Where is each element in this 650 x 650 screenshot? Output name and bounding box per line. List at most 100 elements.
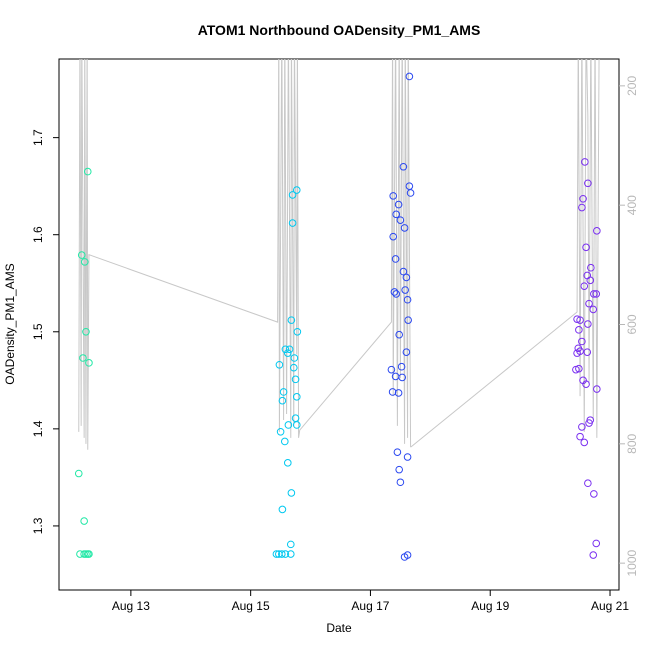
data-point <box>396 478 405 487</box>
data-point <box>395 330 403 339</box>
data-point <box>389 232 398 241</box>
data-point <box>287 316 296 324</box>
data-point <box>272 550 281 558</box>
data-point <box>593 227 601 235</box>
data-point <box>76 550 84 558</box>
data-point <box>584 479 592 488</box>
data-point <box>290 354 299 362</box>
y-tick-label: 1.4 <box>31 420 45 437</box>
data-point <box>584 320 592 328</box>
data-point <box>280 437 289 446</box>
data-point <box>74 469 83 478</box>
data-point <box>403 551 412 559</box>
data-point <box>399 162 408 171</box>
y-tick-label: 1.5 <box>31 323 45 340</box>
data-point <box>291 375 300 384</box>
chart-title: ATOM1 Northbound OADensity_PM1_AMS <box>198 22 481 38</box>
data-point <box>275 360 284 369</box>
data-point <box>575 326 583 334</box>
data-point <box>593 385 601 393</box>
data-point <box>278 550 286 558</box>
plot-frame <box>58 58 620 591</box>
y-tick-label: 1.6 <box>31 226 45 243</box>
x-tick-label: Aug 17 <box>351 599 389 613</box>
plot-area <box>74 59 601 561</box>
data-point <box>286 550 295 558</box>
data-point <box>278 505 287 514</box>
data-point <box>400 224 409 232</box>
y2-tick-label: 800 <box>625 433 639 453</box>
data-point <box>276 427 285 436</box>
data-point <box>583 348 592 356</box>
data-point <box>391 255 400 263</box>
data-point <box>85 359 93 367</box>
y2-tick-label: 200 <box>625 76 639 96</box>
data-point <box>80 258 89 266</box>
data-point <box>589 305 598 314</box>
data-point <box>293 327 302 336</box>
data-point <box>288 219 297 227</box>
data-point <box>403 453 412 461</box>
data-point <box>288 191 297 199</box>
data-point <box>578 337 586 346</box>
data-point <box>592 539 601 548</box>
data-point <box>581 158 589 166</box>
data-point <box>592 290 601 298</box>
data-point <box>404 316 412 324</box>
y-tick-label: 1.7 <box>31 129 45 146</box>
data-point <box>387 365 396 374</box>
data-point <box>392 290 400 298</box>
data-point <box>284 421 293 429</box>
data-point <box>393 448 402 456</box>
x-tick-label: Aug 21 <box>591 599 629 613</box>
x-tick-label: Aug 19 <box>471 599 509 613</box>
data-point <box>575 364 583 373</box>
data-point <box>590 290 598 298</box>
y2-tick-label: 400 <box>625 195 639 215</box>
altitude-line <box>78 59 600 450</box>
x-axis-label: Date <box>326 621 352 635</box>
data-point <box>395 465 403 474</box>
data-point <box>281 550 290 558</box>
x-tick-label: Aug 15 <box>232 599 270 613</box>
data-point <box>285 345 294 354</box>
data-point <box>283 459 292 467</box>
data-point <box>590 490 598 498</box>
data-point <box>402 348 411 356</box>
data-point <box>398 373 406 382</box>
x-tick-label: Aug 13 <box>112 599 150 613</box>
data-point <box>402 273 411 282</box>
data-point <box>394 200 403 209</box>
data-point <box>388 388 397 396</box>
data-point <box>406 189 415 197</box>
data-point <box>292 421 301 429</box>
data-point <box>392 210 400 219</box>
data-point <box>403 295 412 304</box>
data-point <box>287 489 296 497</box>
data-point <box>578 203 586 212</box>
y2-tick-label: 600 <box>625 314 639 334</box>
data-point <box>279 388 288 396</box>
data-point <box>389 192 398 200</box>
data-point <box>401 286 409 294</box>
y2-tick-label: 1000 <box>625 549 639 576</box>
data-point <box>580 438 589 447</box>
data-point <box>286 540 295 549</box>
data-point <box>576 432 584 441</box>
data-point <box>77 251 86 259</box>
y-tick-label: 1.3 <box>31 517 45 534</box>
y-axis-label: OADensity_PM1_AMS <box>3 263 17 384</box>
data-point <box>585 299 593 308</box>
data-point <box>79 354 87 362</box>
data-point <box>292 186 301 194</box>
data-point <box>292 393 301 401</box>
data-point <box>85 550 93 558</box>
data-point <box>587 263 595 272</box>
data-point <box>582 243 590 252</box>
data-point <box>582 380 590 389</box>
data-point <box>580 282 589 290</box>
data-point <box>396 216 405 224</box>
data-point <box>579 194 587 203</box>
